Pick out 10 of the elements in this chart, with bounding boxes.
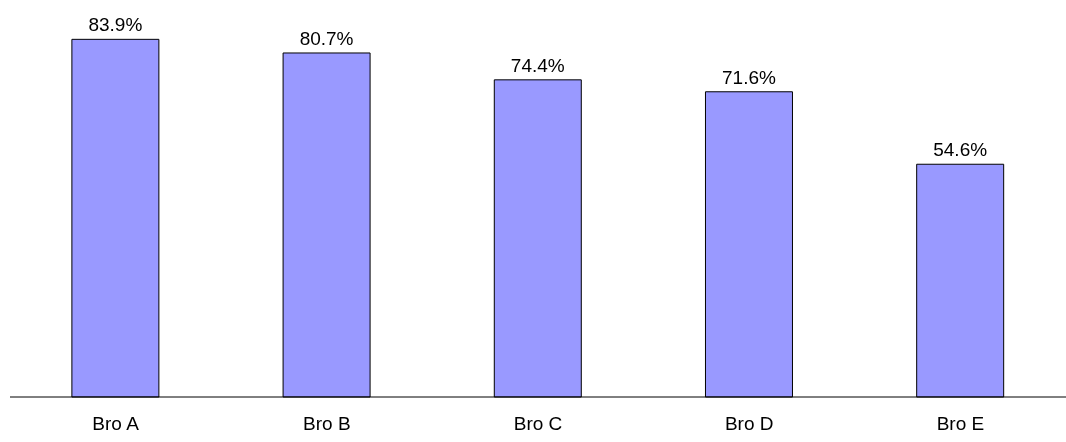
data-label: 83.9% [88,14,143,36]
data-label: 54.6% [933,139,988,161]
x-tick-label: Bro D [724,413,774,435]
x-tick-label: Bro E [936,413,985,435]
data-label: 71.6% [722,66,777,88]
x-tick-label: Bro C [513,413,563,435]
data-label: 80.7% [299,27,354,49]
x-tick-label: Bro A [92,413,140,435]
x-tick-label: Bro B [303,413,351,435]
data-label: 74.4% [510,54,565,76]
